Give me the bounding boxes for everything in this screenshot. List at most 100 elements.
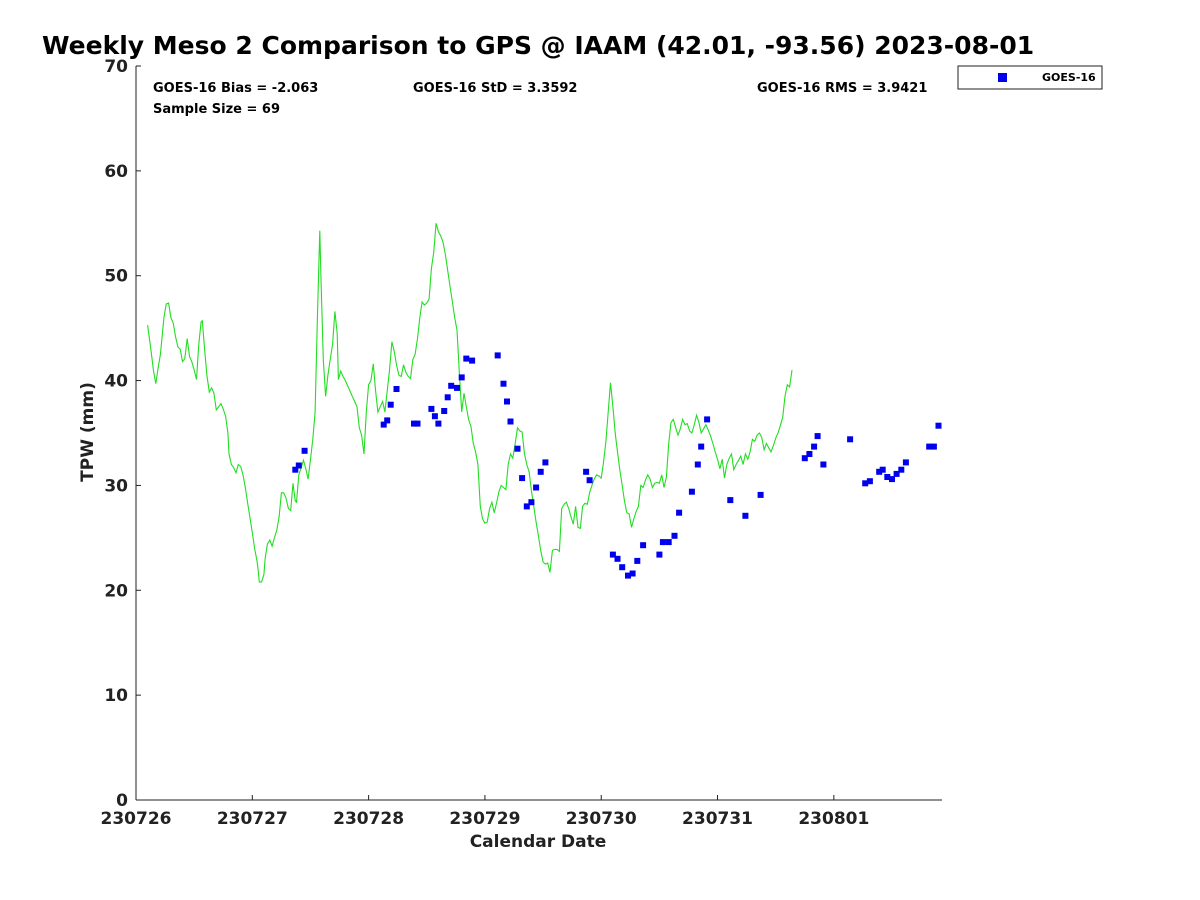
- goes16-point: [656, 551, 663, 558]
- goes16-point: [629, 570, 636, 577]
- goes16-point: [625, 572, 631, 579]
- goes16-point: [665, 539, 672, 546]
- goes16-point: [523, 503, 530, 510]
- goes16-point: [757, 491, 764, 498]
- goes16-point: [814, 433, 821, 440]
- bias-stat: GOES-16 Bias = -2.063: [153, 81, 318, 96]
- goes16-point: [514, 445, 521, 452]
- x-tick-label: 230731: [682, 809, 753, 829]
- goes16-point: [879, 466, 886, 473]
- goes16-point: [801, 455, 808, 462]
- legend: GOES-16: [957, 65, 1103, 90]
- goes16-point: [862, 480, 869, 487]
- x-tick-label: 230729: [449, 809, 520, 829]
- goes16-point: [727, 497, 734, 504]
- goes16-point: [528, 499, 535, 506]
- goes16-point: [619, 564, 626, 571]
- goes16-point: [494, 352, 501, 359]
- x-tick-label: 230728: [333, 809, 404, 829]
- goes16-point: [504, 398, 510, 405]
- goes16-point: [444, 394, 451, 401]
- goes16-point: [688, 488, 695, 495]
- goes16-point: [542, 459, 549, 466]
- goes16-point: [935, 422, 942, 429]
- y-tick-label: 20: [104, 581, 128, 601]
- goes16-point: [292, 466, 299, 473]
- y-axis-label: TPW (mm): [78, 382, 98, 482]
- gps-tpw-line: [147, 223, 793, 583]
- legend-box: [957, 65, 1103, 90]
- y-ticks: 0 10 20 30 40 50 60 70: [104, 57, 141, 811]
- y-tick-label: 50: [104, 267, 128, 287]
- goes16-point: [671, 532, 678, 539]
- y-tick-label: 30: [104, 476, 128, 496]
- goes16-point: [469, 357, 476, 364]
- goes16-point: [866, 478, 873, 485]
- goes16-point: [659, 539, 666, 546]
- goes16-point: [676, 509, 683, 516]
- goes16-point: [876, 468, 883, 475]
- y-tick-label: 60: [104, 162, 128, 182]
- goes16-point: [820, 461, 827, 468]
- goes16-point: [431, 413, 438, 420]
- goes16-point: [537, 468, 544, 475]
- x-tick-label: 230730: [566, 809, 637, 829]
- x-tick-label: 230801: [798, 809, 869, 829]
- goes16-point: [441, 408, 448, 414]
- goes16-point: [295, 462, 302, 469]
- sample-size-stat: Sample Size = 69: [153, 102, 280, 117]
- goes16-point: [902, 459, 909, 466]
- goes16-point: [586, 477, 593, 484]
- x-tick-label: 230726: [101, 809, 172, 829]
- goes16-point: [411, 420, 417, 427]
- goes16-point: [384, 417, 391, 424]
- goes16-point: [893, 470, 900, 477]
- goes16-point: [640, 542, 647, 549]
- goes16-point: [742, 512, 749, 519]
- goes16-point: [583, 468, 590, 475]
- goes16-point: [889, 476, 895, 483]
- goes16-point: [533, 484, 540, 491]
- legend-label: GOES-16: [1042, 71, 1096, 84]
- goes16-point: [704, 416, 711, 423]
- goes16-point: [926, 443, 933, 450]
- goes16-point: [393, 386, 400, 392]
- goes16-point: [500, 380, 507, 387]
- rms-stat: GOES-16 RMS = 3.9421: [757, 81, 927, 96]
- goes16-point: [694, 461, 701, 468]
- goes16-point: [634, 557, 641, 564]
- goes16-point: [519, 475, 526, 482]
- goes16-point: [507, 418, 514, 425]
- goes16-point: [811, 443, 818, 450]
- goes16-point: [463, 355, 470, 362]
- x-axis-label: Calendar Date: [470, 832, 607, 852]
- goes16-point: [930, 443, 937, 450]
- goes16-point: [698, 443, 705, 450]
- goes16-point: [614, 555, 621, 562]
- goes16-point: [458, 374, 465, 381]
- y-tick-label: 40: [104, 372, 128, 392]
- goes16-point: [609, 551, 616, 558]
- y-tick-label: 10: [104, 686, 128, 706]
- goes16-point: [898, 466, 905, 473]
- goes16-point: [301, 447, 308, 454]
- x-ticks: 230726 230727 230728 230729 230730 230731 2308…: [101, 795, 869, 829]
- y-tick-label: 70: [104, 57, 128, 77]
- goes16-point: [847, 436, 854, 443]
- plot-area: 0 10 20 30 40 50 60 70 230726 230727 230728 230729…: [101, 57, 942, 829]
- goes16-point: [454, 384, 460, 391]
- x-tick-label: 230727: [217, 809, 288, 829]
- chart-title: Weekly Meso 2 Comparison to GPS @ IAAM (…: [42, 31, 1034, 60]
- goes16-point: [380, 421, 387, 428]
- goes16-point: [428, 405, 435, 412]
- series-layer: [147, 223, 942, 583]
- goes16-point: [414, 420, 421, 427]
- goes16-point: [448, 382, 455, 389]
- goes16-point: [387, 401, 394, 408]
- legend-marker: [998, 73, 1007, 82]
- goes16-point: [806, 451, 813, 457]
- y-tick-label: 0: [116, 791, 128, 811]
- goes16-point: [884, 474, 891, 480]
- goes16-point: [435, 420, 442, 427]
